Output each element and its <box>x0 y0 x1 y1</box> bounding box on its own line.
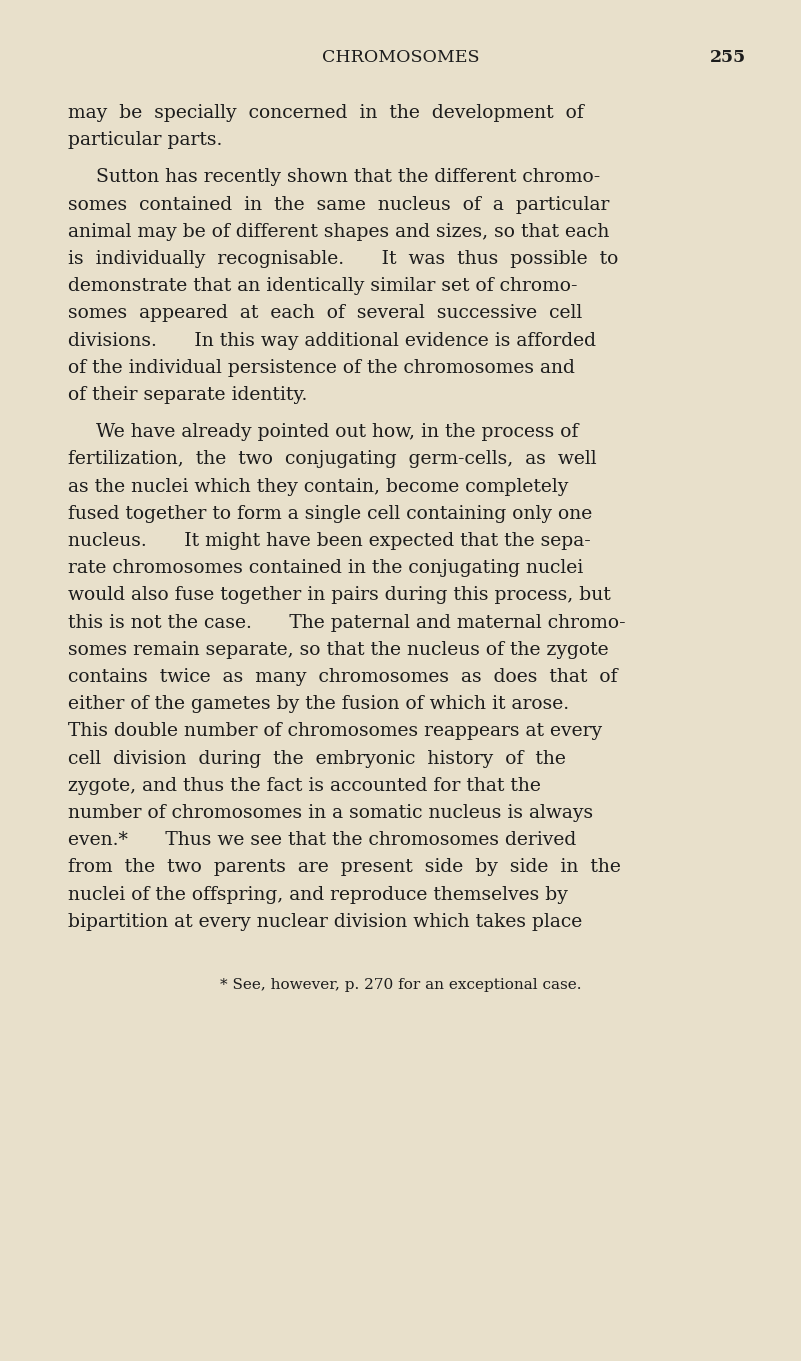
Text: as the nuclei which they contain, become completely: as the nuclei which they contain, become… <box>68 478 569 495</box>
Text: demonstrate that an identically similar set of chromo-: demonstrate that an identically similar … <box>68 278 578 295</box>
Text: bipartition at every nuclear division which takes place: bipartition at every nuclear division wh… <box>68 913 582 931</box>
Text: rate chromosomes contained in the conjugating nuclei: rate chromosomes contained in the conjug… <box>68 559 583 577</box>
Text: contains  twice  as  many  chromosomes  as  does  that  of: contains twice as many chromosomes as do… <box>68 668 618 686</box>
Text: of the individual persistence of the chromosomes and: of the individual persistence of the chr… <box>68 359 575 377</box>
Text: somes  appeared  at  each  of  several  successive  cell: somes appeared at each of several succes… <box>68 305 582 323</box>
Text: This double number of chromosomes reappears at every: This double number of chromosomes reappe… <box>68 723 602 740</box>
Text: We have already pointed out how, in the process of: We have already pointed out how, in the … <box>96 423 578 441</box>
Text: even.*  Thus we see that the chromosomes derived: even.* Thus we see that the chromosomes … <box>68 832 576 849</box>
Text: of their separate identity.: of their separate identity. <box>68 387 308 404</box>
Text: nucleus.  It might have been expected that the sepa-: nucleus. It might have been expected tha… <box>68 532 591 550</box>
Text: is  individually  recognisable.  It  was  thus  possible  to: is individually recognisable. It was thu… <box>68 250 618 268</box>
Text: would also fuse together in pairs during this process, but: would also fuse together in pairs during… <box>68 587 610 604</box>
Text: cell  division  during  the  embryonic  history  of  the: cell division during the embryonic histo… <box>68 750 566 768</box>
Text: particular parts.: particular parts. <box>68 131 223 150</box>
Text: number of chromosomes in a somatic nucleus is always: number of chromosomes in a somatic nucle… <box>68 804 593 822</box>
Text: CHROMOSOMES: CHROMOSOMES <box>322 49 479 65</box>
Text: nuclei of the offspring, and reproduce themselves by: nuclei of the offspring, and reproduce t… <box>68 886 568 904</box>
Text: 255: 255 <box>710 49 746 65</box>
Text: somes  contained  in  the  same  nucleus  of  a  particular: somes contained in the same nucleus of a… <box>68 196 610 214</box>
Text: from  the  two  parents  are  present  side  by  side  in  the: from the two parents are present side by… <box>68 859 621 876</box>
Text: may  be  specially  concerned  in  the  development  of: may be specially concerned in the develo… <box>68 103 584 122</box>
Text: somes remain separate, so that the nucleus of the zygote: somes remain separate, so that the nucle… <box>68 641 609 659</box>
Text: Sutton has recently shown that the different chromo-: Sutton has recently shown that the diffe… <box>96 169 600 186</box>
Text: either of the gametes by the fusion of which it arose.: either of the gametes by the fusion of w… <box>68 695 570 713</box>
Text: * See, however, p. 270 for an exceptional case.: * See, however, p. 270 for an exceptiona… <box>219 979 582 992</box>
Text: animal may be of different shapes and sizes, so that each: animal may be of different shapes and si… <box>68 223 610 241</box>
Text: divisions.  In this way additional evidence is afforded: divisions. In this way additional eviden… <box>68 332 596 350</box>
Text: this is not the case.  The paternal and maternal chromo-: this is not the case. The paternal and m… <box>68 614 626 632</box>
Text: fused together to form a single cell containing only one: fused together to form a single cell con… <box>68 505 592 523</box>
Text: zygote, and thus the fact is accounted for that the: zygote, and thus the fact is accounted f… <box>68 777 541 795</box>
Text: fertilization,  the  two  conjugating  germ-cells,  as  well: fertilization, the two conjugating germ-… <box>68 450 597 468</box>
